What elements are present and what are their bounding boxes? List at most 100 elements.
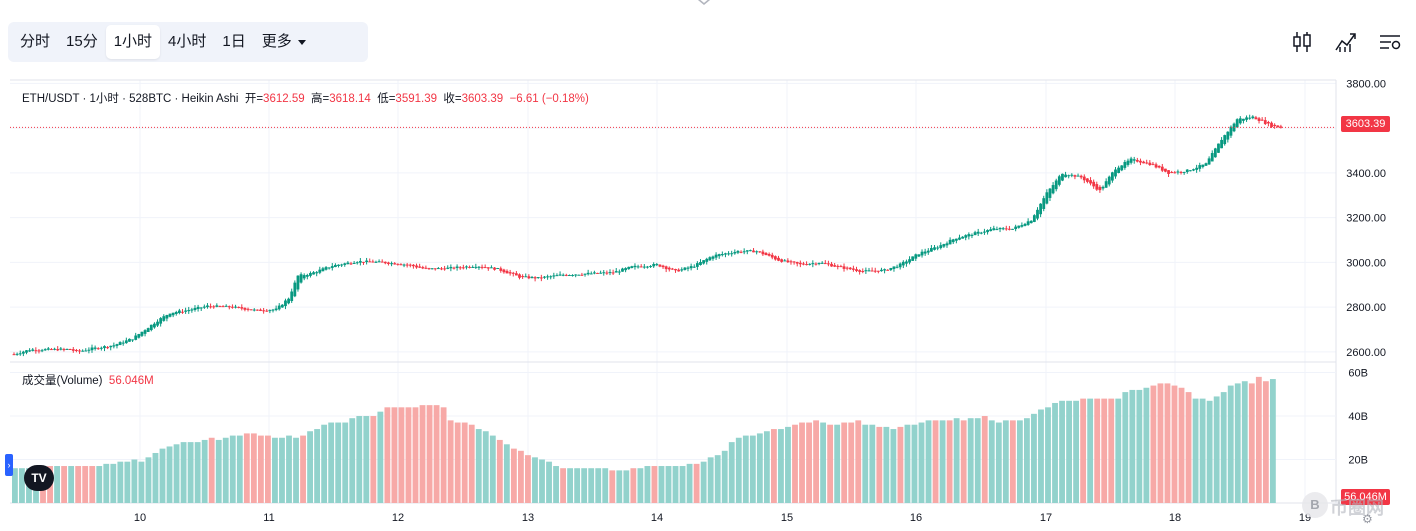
volume-bar bbox=[756, 433, 763, 503]
candle-body bbox=[346, 262, 350, 265]
time-axis-tick-label: 11 bbox=[263, 512, 274, 524]
candle-body bbox=[237, 306, 241, 308]
candle-body bbox=[536, 277, 540, 279]
candle-body bbox=[923, 251, 927, 254]
candle-body bbox=[783, 260, 787, 262]
candle-body bbox=[1039, 203, 1043, 215]
volume-bar bbox=[321, 424, 328, 503]
candle-body bbox=[87, 349, 91, 351]
volume-bar bbox=[279, 437, 285, 503]
candle-body bbox=[309, 273, 312, 276]
candle-body bbox=[527, 276, 531, 279]
tradingview-logo: TV bbox=[24, 465, 54, 491]
candle-body bbox=[1198, 165, 1202, 169]
candle-body bbox=[352, 262, 356, 264]
candle-body bbox=[817, 262, 821, 264]
collapse-handle[interactable]: › bbox=[5, 454, 13, 476]
volume-bar bbox=[918, 422, 925, 503]
candle-body bbox=[502, 269, 506, 273]
candle-body bbox=[299, 274, 303, 283]
tab-15m[interactable]: 15分 bbox=[66, 33, 98, 50]
tab-1h[interactable]: 1小时 bbox=[105, 25, 161, 59]
candle-body bbox=[1017, 225, 1021, 228]
candle-body bbox=[321, 268, 325, 272]
volume-bar bbox=[525, 455, 531, 503]
candle-body bbox=[387, 262, 390, 264]
candle-body bbox=[202, 306, 206, 308]
candle-body bbox=[792, 261, 796, 263]
volume-bar bbox=[1016, 420, 1023, 503]
more-intervals-dropdown[interactable]: 更多 bbox=[254, 25, 314, 59]
indicators-icon[interactable] bbox=[1334, 30, 1358, 54]
candle-body bbox=[820, 262, 824, 264]
candle-body bbox=[933, 247, 936, 250]
tab-timeline[interactable]: 分时 bbox=[20, 33, 51, 50]
candle-body bbox=[739, 251, 743, 253]
candle-body bbox=[973, 232, 977, 236]
candle-body bbox=[355, 262, 359, 264]
candle-body bbox=[418, 266, 422, 268]
candle-body bbox=[689, 266, 693, 269]
candlestick-type-icon[interactable] bbox=[1290, 30, 1314, 54]
low-value: 3591.39 bbox=[395, 93, 437, 105]
candle-body bbox=[483, 267, 487, 269]
volume-bar bbox=[180, 442, 187, 503]
candle-body bbox=[421, 267, 425, 269]
tab-1d[interactable]: 1日 bbox=[222, 33, 246, 50]
candle-body bbox=[440, 268, 443, 270]
volume-bar bbox=[1073, 400, 1080, 503]
candle-body bbox=[458, 267, 462, 269]
candle-body bbox=[65, 348, 69, 350]
tab-4h[interactable]: 4小时 bbox=[168, 33, 207, 50]
candle-body bbox=[168, 313, 172, 317]
candle-body bbox=[1257, 118, 1261, 121]
candle-body bbox=[246, 308, 250, 310]
price-axis-tick-label: 3200.00 bbox=[1346, 213, 1386, 225]
volume-bar bbox=[988, 420, 995, 503]
candle-body bbox=[149, 324, 153, 331]
volume-bar bbox=[855, 420, 862, 503]
candle-body bbox=[449, 266, 453, 269]
volume-bar bbox=[925, 420, 932, 503]
volume-bar bbox=[356, 416, 363, 503]
candle-body bbox=[539, 277, 543, 279]
volume-bar bbox=[1192, 398, 1199, 503]
candle-body bbox=[936, 247, 940, 249]
settings-list-icon[interactable] bbox=[1378, 30, 1402, 54]
candle-body bbox=[499, 268, 503, 271]
candle-body bbox=[711, 256, 715, 259]
chevron-down-icon[interactable] bbox=[696, 0, 712, 8]
candle-body bbox=[533, 277, 537, 279]
candle-body bbox=[153, 323, 156, 328]
candle-body bbox=[983, 231, 986, 233]
candle-body bbox=[842, 266, 846, 269]
candle-body bbox=[121, 342, 125, 344]
candle-body bbox=[446, 267, 450, 269]
volume-bar bbox=[700, 461, 707, 503]
volume-bar bbox=[609, 470, 616, 503]
volume-bar bbox=[166, 446, 173, 503]
candle-body bbox=[318, 269, 322, 273]
volume-bar bbox=[560, 468, 566, 503]
candle-body bbox=[592, 272, 596, 274]
candle-body bbox=[942, 244, 946, 247]
candle-body bbox=[177, 310, 181, 313]
candle-body bbox=[1036, 209, 1039, 219]
candle-body bbox=[96, 348, 100, 350]
candle-body bbox=[683, 267, 687, 270]
volume-bar bbox=[75, 466, 82, 503]
volume-bar bbox=[54, 466, 60, 503]
gear-icon[interactable]: ⚙ bbox=[1362, 512, 1373, 526]
candle-body bbox=[1210, 153, 1214, 162]
candle-body bbox=[265, 310, 269, 312]
candle-body bbox=[106, 347, 110, 349]
time-axis-tick-label: 14 bbox=[651, 512, 663, 524]
candle-body bbox=[1248, 117, 1252, 119]
volume-bar bbox=[1002, 420, 1009, 503]
candle-body bbox=[71, 349, 75, 351]
candle-body bbox=[767, 254, 771, 256]
candle-body bbox=[808, 263, 812, 265]
volume-bar bbox=[581, 468, 588, 503]
volume-bar bbox=[503, 444, 510, 503]
